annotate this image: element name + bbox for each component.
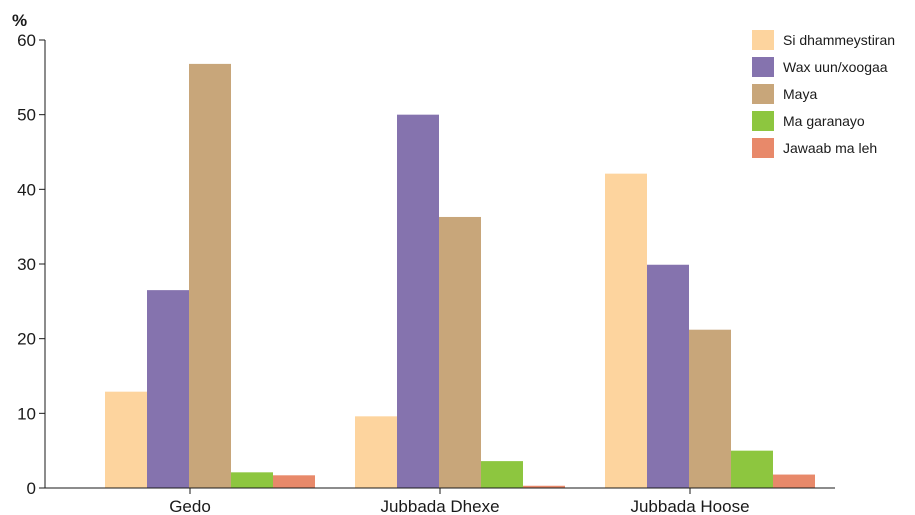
legend-swatch bbox=[752, 57, 774, 77]
legend-item: Wax uun/xoogaa bbox=[752, 57, 888, 77]
bar bbox=[523, 485, 565, 488]
y-unit-label: % bbox=[12, 11, 27, 30]
legend-swatch bbox=[752, 111, 774, 131]
x-axis: Gedo Jubbada Dhexe Jubbada Hoose bbox=[45, 487, 835, 515]
legend-swatch bbox=[752, 84, 774, 104]
bar bbox=[189, 63, 231, 488]
y-tick-label: 10 bbox=[17, 404, 36, 423]
bars bbox=[105, 63, 815, 489]
legend-label: Maya bbox=[783, 86, 817, 102]
y-tick-label: 0 bbox=[27, 479, 36, 498]
bar bbox=[105, 391, 147, 488]
legend-item: Maya bbox=[752, 84, 817, 104]
legend-label: Ma garanayo bbox=[783, 113, 865, 129]
y-axis: 0 10 20 30 40 50 60 bbox=[17, 31, 46, 498]
bar bbox=[481, 461, 523, 488]
y-tick-label: 60 bbox=[17, 31, 36, 50]
bar bbox=[397, 114, 439, 489]
bar bbox=[147, 290, 189, 488]
bar-group bbox=[105, 63, 315, 488]
bar bbox=[647, 264, 689, 488]
bar bbox=[689, 329, 731, 488]
x-tick-label: Gedo bbox=[169, 497, 211, 515]
bar bbox=[773, 474, 815, 488]
bar-group bbox=[355, 114, 565, 489]
legend-item: Ma garanayo bbox=[752, 111, 865, 131]
y-tick-label: 20 bbox=[17, 330, 36, 349]
y-tick-label: 30 bbox=[17, 255, 36, 274]
bar bbox=[231, 472, 273, 488]
bar bbox=[273, 475, 315, 488]
x-tick-label: Jubbada Hoose bbox=[630, 497, 749, 515]
bar bbox=[355, 416, 397, 488]
legend-swatch bbox=[752, 138, 774, 158]
x-tick-label: Jubbada Dhexe bbox=[380, 497, 499, 515]
legend: Si dhammeystiran Wax uun/xoogaa Maya Ma gar… bbox=[752, 30, 895, 158]
bar-group bbox=[605, 173, 815, 489]
bar bbox=[605, 173, 647, 489]
legend-label: Jawaab ma leh bbox=[783, 140, 877, 156]
y-tick-label: 50 bbox=[17, 106, 36, 125]
bar bbox=[439, 216, 481, 488]
bar bbox=[731, 450, 773, 488]
legend-swatch bbox=[752, 30, 774, 50]
legend-item: Jawaab ma leh bbox=[752, 138, 877, 158]
y-tick-label: 40 bbox=[17, 180, 36, 199]
legend-item: Si dhammeystiran bbox=[752, 30, 895, 50]
legend-label: Si dhammeystiran bbox=[783, 32, 895, 48]
legend-label: Wax uun/xoogaa bbox=[783, 59, 888, 75]
